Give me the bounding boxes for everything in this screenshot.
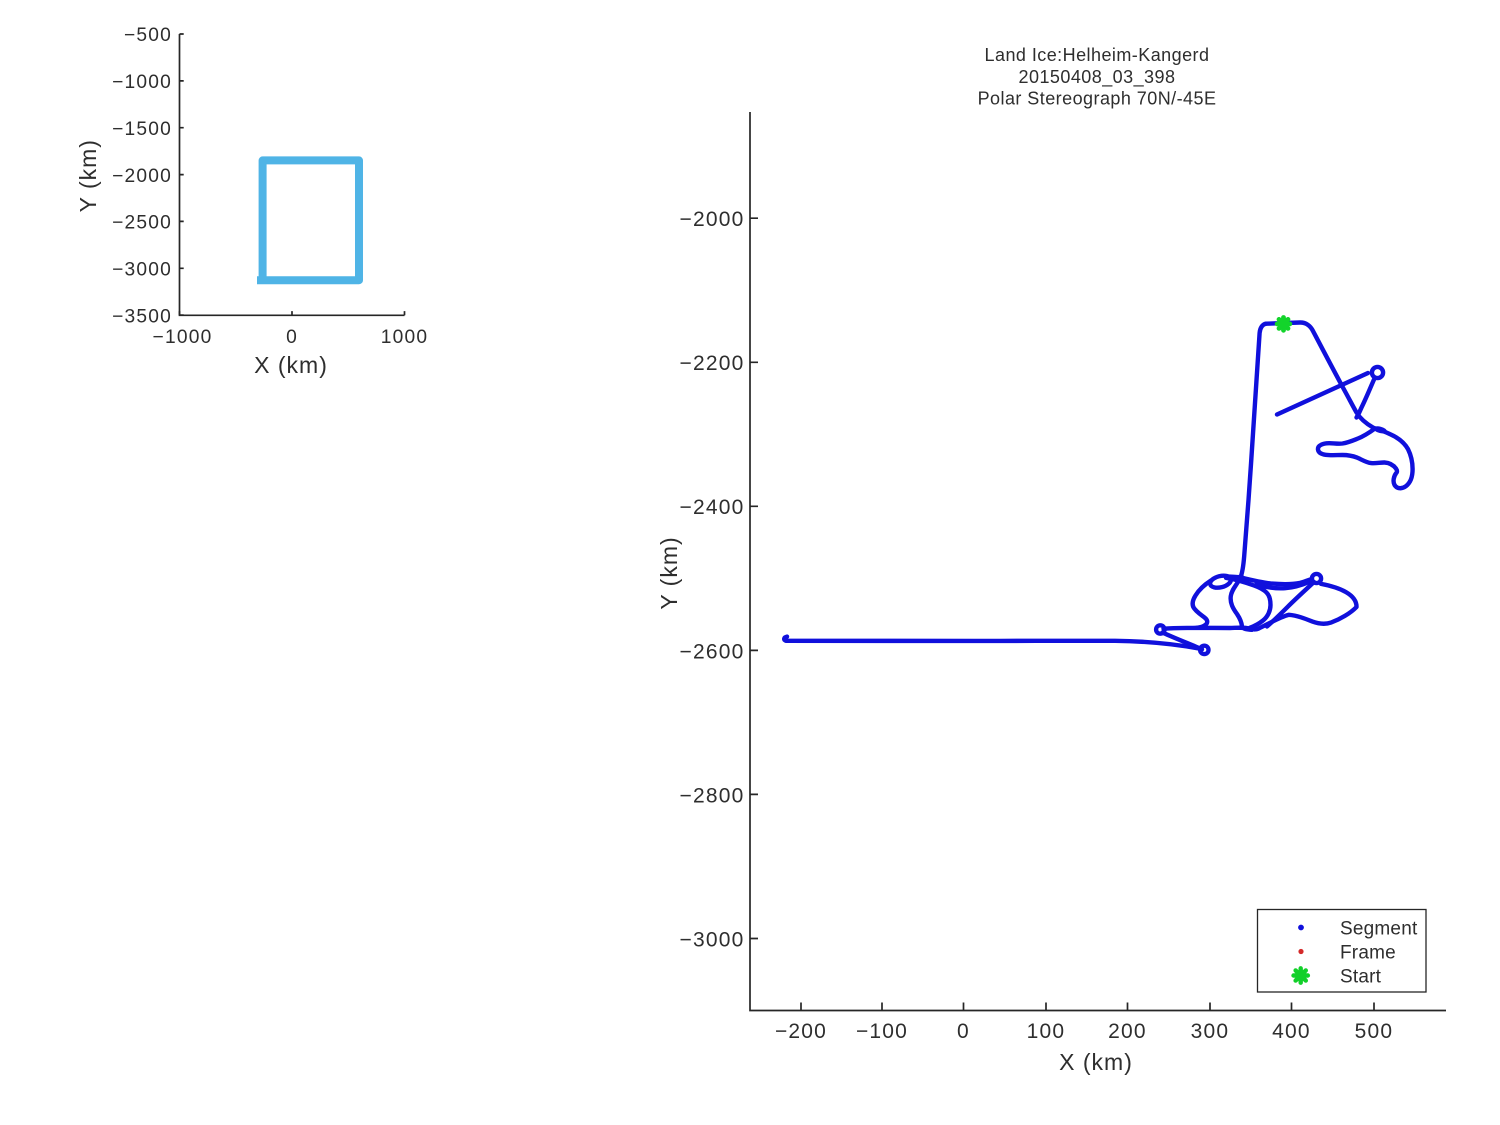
svg-text:400: 400 bbox=[1272, 1020, 1311, 1043]
svg-text:200: 200 bbox=[1108, 1020, 1147, 1043]
svg-text:X (km): X (km) bbox=[1059, 1049, 1133, 1075]
svg-text:−2500: −2500 bbox=[112, 213, 172, 234]
svg-text:−100: −100 bbox=[856, 1020, 908, 1043]
svg-text:−1000: −1000 bbox=[112, 72, 172, 93]
svg-text:Start: Start bbox=[1340, 967, 1382, 988]
svg-text:Frame: Frame bbox=[1340, 943, 1396, 964]
svg-text:0: 0 bbox=[957, 1020, 970, 1043]
svg-text:−1500: −1500 bbox=[112, 119, 172, 140]
svg-text:100: 100 bbox=[1027, 1020, 1066, 1043]
svg-text:−1000: −1000 bbox=[153, 327, 213, 348]
svg-text:−3000: −3000 bbox=[112, 260, 172, 281]
svg-text:Y (km): Y (km) bbox=[656, 536, 682, 609]
svg-text:−200: −200 bbox=[775, 1020, 827, 1043]
svg-text:−500: −500 bbox=[124, 25, 172, 46]
svg-text:−2800: −2800 bbox=[680, 784, 745, 807]
svg-text:500: 500 bbox=[1355, 1020, 1394, 1043]
svg-text:300: 300 bbox=[1191, 1020, 1230, 1043]
svg-text:−2600: −2600 bbox=[680, 640, 745, 663]
svg-text:−2000: −2000 bbox=[680, 208, 745, 231]
svg-text:−3000: −3000 bbox=[680, 928, 745, 951]
svg-text:−3500: −3500 bbox=[112, 306, 172, 327]
svg-text:Segment: Segment bbox=[1340, 919, 1418, 940]
svg-text:Land Ice:Helheim-Kangerd: Land Ice:Helheim-Kangerd bbox=[985, 45, 1210, 65]
svg-text:20150408_03_398: 20150408_03_398 bbox=[1019, 67, 1176, 88]
svg-text:Polar Stereograph 70N/-45E: Polar Stereograph 70N/-45E bbox=[978, 89, 1217, 109]
svg-text:Y (km): Y (km) bbox=[75, 139, 101, 212]
svg-text:−2200: −2200 bbox=[680, 352, 745, 375]
svg-text:1000: 1000 bbox=[381, 327, 429, 348]
svg-text:X (km): X (km) bbox=[254, 352, 328, 378]
svg-text:−2400: −2400 bbox=[680, 496, 745, 519]
svg-text:−2000: −2000 bbox=[112, 166, 172, 187]
svg-text:0: 0 bbox=[286, 327, 298, 348]
